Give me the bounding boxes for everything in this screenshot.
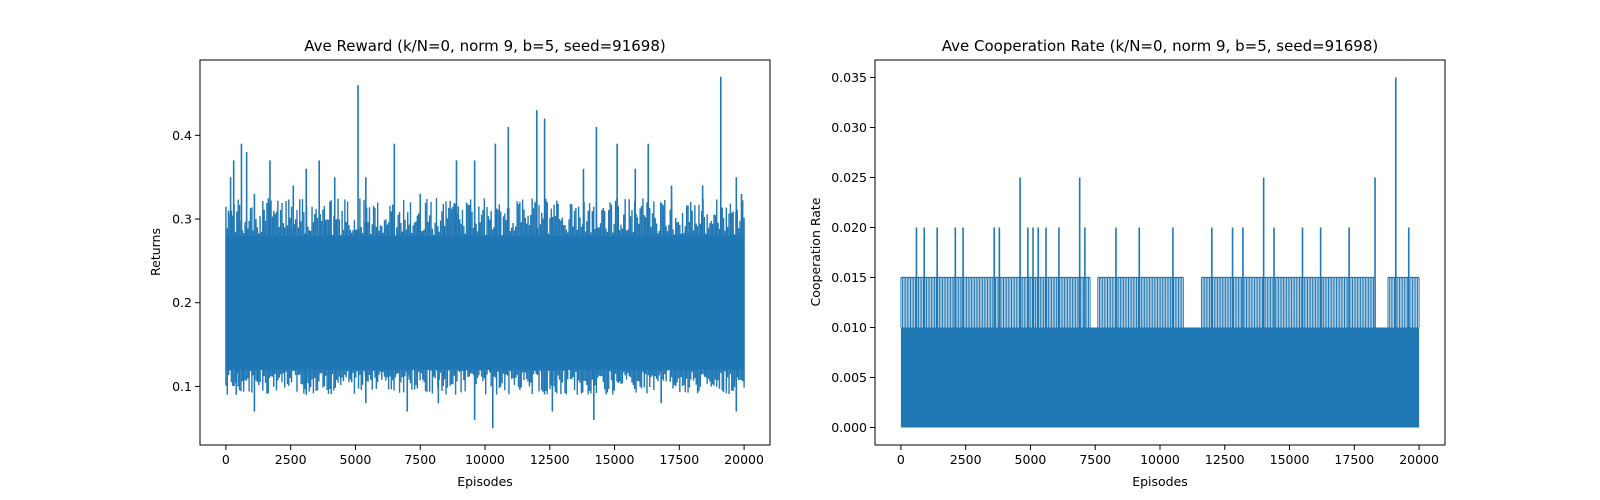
y-tick-label: 0.3 xyxy=(172,212,192,227)
chart-reward-plot-area xyxy=(225,76,745,429)
chart-cooperation: Ave Cooperation Rate (k/N=0, norm 9, b=5… xyxy=(808,37,1446,489)
y-tick-label: 0.2 xyxy=(172,295,192,310)
x-tick-label: 7500 xyxy=(1079,452,1111,467)
x-tick-label: 0 xyxy=(897,452,905,467)
y-tick-label: 0.035 xyxy=(831,70,867,85)
x-tick-label: 12500 xyxy=(1205,452,1245,467)
x-tick-label: 15000 xyxy=(595,452,635,467)
x-tick-label: 15000 xyxy=(1270,452,1310,467)
x-tick-label: 17500 xyxy=(1334,452,1374,467)
x-tick-label: 10000 xyxy=(1140,452,1180,467)
x-tick-label: 20000 xyxy=(1399,452,1439,467)
series-fringe xyxy=(225,198,745,395)
series-dense-band xyxy=(900,327,1420,428)
chart-cooperation-x-ticks: 0 2500 5000 7500 10000 12500 15000 17500 20000 xyxy=(897,445,1439,467)
y-tick-label: 0.030 xyxy=(831,120,867,135)
x-tick-label: 10000 xyxy=(465,452,505,467)
chart-cooperation-y-label: Cooperation Rate xyxy=(808,197,823,306)
series-level-range xyxy=(1200,276,1376,328)
chart-cooperation-plot-area xyxy=(900,77,1420,428)
y-tick-label: 0.010 xyxy=(831,320,867,335)
y-tick-label: 0.020 xyxy=(831,220,867,235)
chart-reward-y-label: Returns xyxy=(148,228,163,276)
chart-reward-x-label: Episodes xyxy=(457,474,513,489)
x-tick-label: 5000 xyxy=(340,452,372,467)
x-tick-label: 7500 xyxy=(404,452,436,467)
x-tick-label: 20000 xyxy=(724,452,764,467)
y-tick-label: 0.025 xyxy=(831,170,867,185)
series-level-range xyxy=(900,276,1091,328)
x-tick-label: 17500 xyxy=(659,452,699,467)
chart-reward-x-ticks: 0 2500 5000 7500 10000 12500 15000 17500 20000 xyxy=(222,445,764,467)
chart-reward-title: Ave Reward (k/N=0, norm 9, b=5, seed=916… xyxy=(304,37,666,55)
y-tick-label: 0.1 xyxy=(172,379,192,394)
chart-cooperation-x-label: Episodes xyxy=(1132,474,1188,489)
y-tick-label: 0.000 xyxy=(831,420,867,435)
chart-reward-y-ticks: 0.1 0.2 0.3 0.4 xyxy=(172,128,200,394)
chart-cooperation-y-ticks: 0.000 0.005 0.010 0.015 0.020 0.025 0.030 0.035 xyxy=(831,70,875,435)
x-tick-label: 12500 xyxy=(530,452,570,467)
series-level-range xyxy=(1387,276,1420,328)
x-tick-label: 0 xyxy=(222,452,230,467)
chart-reward: Ave Reward (k/N=0, norm 9, b=5, seed=916… xyxy=(148,37,771,489)
y-tick-label: 0.015 xyxy=(831,270,867,285)
x-tick-label: 2500 xyxy=(275,452,307,467)
chart-cooperation-title: Ave Cooperation Rate (k/N=0, norm 9, b=5… xyxy=(942,37,1378,55)
x-tick-label: 2500 xyxy=(950,452,982,467)
y-tick-label: 0.4 xyxy=(172,128,192,143)
x-tick-label: 5000 xyxy=(1015,452,1047,467)
y-tick-label: 0.005 xyxy=(831,370,867,385)
